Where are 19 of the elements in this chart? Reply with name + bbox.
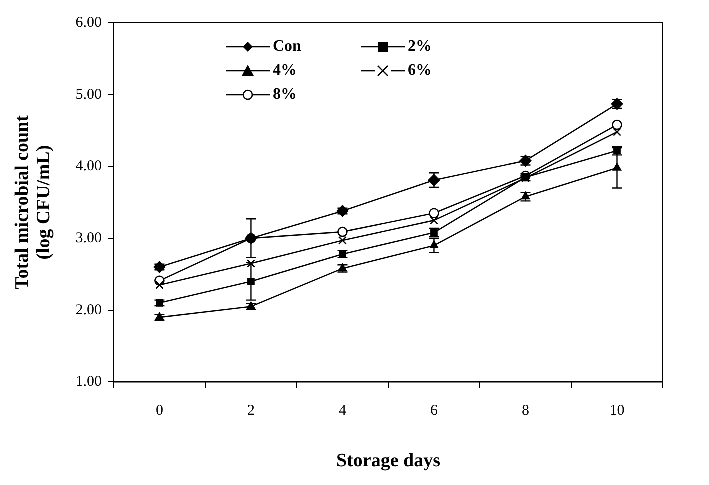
y-tick-label: 6.00 bbox=[76, 14, 102, 31]
x-tick-label: 8 bbox=[522, 403, 530, 420]
x-tick-label: 2 bbox=[247, 403, 255, 420]
legend-label: 2% bbox=[408, 38, 432, 56]
y-tick-label: 3.00 bbox=[76, 230, 102, 246]
legend-label: 8% bbox=[273, 86, 297, 104]
x-tick-label: 4 bbox=[338, 403, 347, 420]
x-axis-title: Storage days bbox=[336, 450, 440, 472]
x-tick-label: 10 bbox=[610, 403, 625, 420]
legend-label: Con bbox=[273, 38, 302, 56]
y-axis-title: Total microbial count (log CFU/mL) bbox=[12, 114, 55, 290]
y-tick-label: 4.00 bbox=[76, 158, 102, 175]
x-tick-label: 0 bbox=[156, 403, 164, 420]
x-tick-label: 6 bbox=[430, 403, 438, 420]
y-tick-label: 2.00 bbox=[76, 302, 102, 318]
legend-label: 6% bbox=[408, 62, 432, 80]
y-tick-label: 1.00 bbox=[76, 374, 102, 390]
y-tick-label: 5.00 bbox=[76, 86, 102, 103]
legend-label: 4% bbox=[273, 62, 297, 80]
